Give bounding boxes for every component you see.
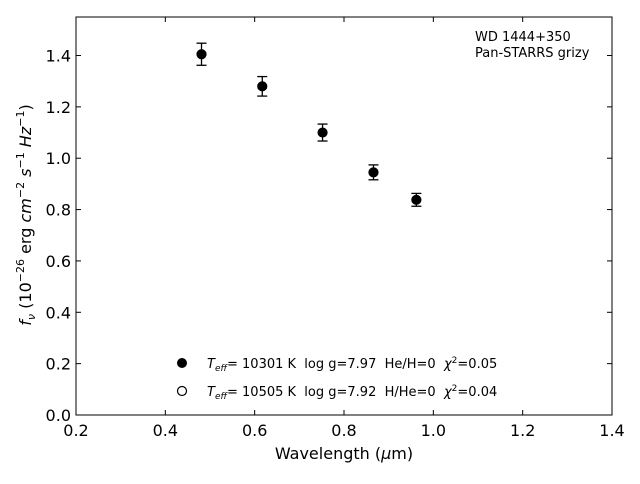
x-tick-label: 1.4 [599, 421, 624, 440]
y-tick-label: 1.0 [46, 149, 71, 168]
y-tick-label: 0.2 [46, 355, 71, 374]
points-layer [196, 42, 422, 207]
x-tick-label: 0.2 [63, 421, 88, 440]
legend: Teff= 10301 K log g=7.97 He/H=0 χ2=0.05 … [176, 356, 497, 402]
x-tick-label: 0.8 [331, 421, 356, 440]
legend-entry-2: Teff= 10505 K log g=7.92 H/He=0 χ2=0.04 [207, 384, 497, 402]
y-tick-label: 1.2 [46, 98, 71, 117]
legend-entry-1: Teff= 10301 K log g=7.97 He/H=0 χ2=0.05 [207, 356, 497, 374]
y-tick-label: 0.8 [46, 201, 71, 220]
x-tick-label: 0.6 [242, 421, 267, 440]
x-tick-label: 1.0 [421, 421, 446, 440]
y-axis-label: fν (10−26 erg cm−2 s−1 Hz−1) [14, 104, 38, 325]
plot-frame [75, 16, 613, 416]
data-point [317, 127, 328, 138]
legend-marker-filled [177, 358, 187, 368]
data-point [411, 194, 422, 205]
y-tick-label: 1.4 [46, 47, 71, 66]
x-tick-label: 1.2 [510, 421, 535, 440]
annotation-survey-name: Pan-STARRS grizy [475, 46, 590, 61]
legend-marker-open [176, 385, 188, 397]
data-point [257, 81, 268, 92]
data-point [368, 167, 379, 178]
x-axis-label: Wavelength (μm) [275, 444, 413, 463]
y-tick-label: 0.0 [46, 406, 71, 425]
x-tick-label: 0.4 [153, 421, 178, 440]
y-tick-label: 0.6 [46, 252, 71, 271]
ticks-layer: 0.2 0.4 0.6 0.8 1.0 1.2 1.40.00.20.40.60.81.01… [46, 17, 625, 440]
y-tick-label: 0.4 [46, 303, 71, 322]
annotation-object-name: WD 1444+350 [475, 30, 571, 45]
data-point [196, 49, 207, 60]
